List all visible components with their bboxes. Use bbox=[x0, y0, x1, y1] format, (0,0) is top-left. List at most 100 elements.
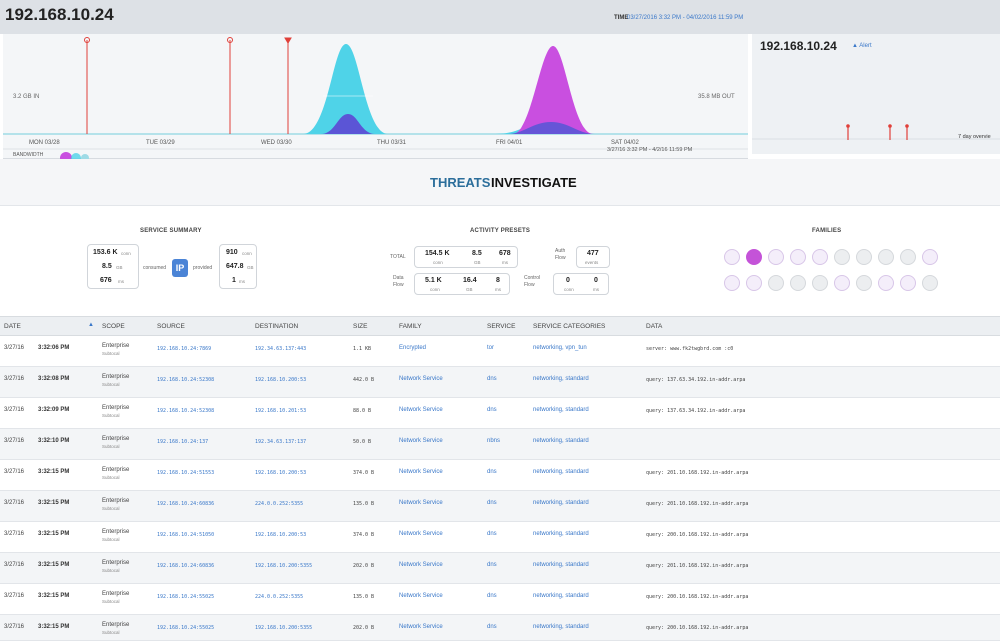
family-icon-selected[interactable] bbox=[746, 249, 762, 265]
cell-service[interactable]: dns bbox=[487, 500, 497, 506]
family-icon[interactable] bbox=[768, 275, 784, 291]
cell-service[interactable]: dns bbox=[487, 562, 497, 568]
cell-source[interactable]: 192.168.10.24:52308 bbox=[157, 377, 215, 383]
cell-family[interactable]: Network Service bbox=[399, 407, 443, 413]
column-header-size[interactable]: SIZE bbox=[353, 323, 368, 330]
family-icon[interactable] bbox=[900, 249, 916, 265]
cell-service[interactable]: dns bbox=[487, 407, 497, 413]
cell-categories[interactable]: networking, standard bbox=[533, 438, 589, 444]
cell-family[interactable]: Network Service bbox=[399, 624, 443, 630]
cell-family[interactable]: Encrypted bbox=[399, 345, 427, 351]
cell-source[interactable]: 192.168.10.24:55025 bbox=[157, 625, 215, 631]
cell-destination[interactable]: 224.0.0.252:5355 bbox=[255, 594, 304, 600]
cell-categories[interactable]: networking, standard bbox=[533, 407, 589, 413]
family-icon[interactable] bbox=[856, 249, 872, 265]
cell-categories[interactable]: networking, standard bbox=[533, 469, 589, 475]
table-row[interactable]: 3/27/16 3:32:15 PM Enterprise Subtocal 19… bbox=[0, 584, 1000, 615]
table-row[interactable]: 3/27/16 3:32:06 PM Enterprise Subtocal 19… bbox=[0, 336, 1000, 367]
family-icon[interactable] bbox=[812, 275, 828, 291]
cell-categories[interactable]: networking, standard bbox=[533, 593, 589, 599]
consumed-stats-box[interactable]: 153.6 K conn 8.5 GB 676 ms bbox=[87, 244, 139, 289]
family-icon[interactable] bbox=[900, 275, 916, 291]
table-row[interactable]: 3/27/16 3:32:15 PM Enterprise Subtocal 19… bbox=[0, 491, 1000, 522]
cell-categories[interactable]: networking, standard bbox=[533, 624, 589, 630]
family-icon[interactable] bbox=[856, 275, 872, 291]
table-row[interactable]: 3/27/16 3:32:10 PM Enterprise Subtocal 19… bbox=[0, 429, 1000, 460]
column-header-scope[interactable]: SCOPE bbox=[102, 323, 125, 330]
cell-destination[interactable]: 192.34.63.137:443 bbox=[255, 346, 307, 352]
column-header-destination[interactable]: DESTINATION bbox=[255, 323, 299, 330]
cell-source[interactable]: 192.168.10.24:137 bbox=[157, 439, 209, 445]
family-icon[interactable] bbox=[768, 249, 784, 265]
cell-destination[interactable]: 192.168.10.201:53 bbox=[255, 408, 307, 414]
cell-service[interactable]: nbns bbox=[487, 438, 501, 444]
cell-categories[interactable]: networking, standard bbox=[533, 531, 589, 537]
cell-service[interactable]: dns bbox=[487, 624, 497, 630]
cell-service[interactable]: dns bbox=[487, 376, 497, 382]
traffic-timeline[interactable]: 3.2 GB IN 35.8 MB OUT MON 03/28 TUE 03/2… bbox=[3, 34, 748, 159]
column-header-family[interactable]: FAMILY bbox=[399, 323, 422, 330]
cell-service[interactable]: dns bbox=[487, 593, 497, 599]
cell-categories[interactable]: networking, vpn_tun bbox=[533, 345, 587, 351]
cell-service[interactable]: dns bbox=[487, 469, 497, 475]
cell-source[interactable]: 192.168.10.24:60836 bbox=[157, 563, 215, 569]
cell-source[interactable]: 192.168.10.24:51553 bbox=[157, 470, 215, 476]
time-range-selector[interactable]: 03/27/2016 3:32 PM - 04/02/2016 11:59 PM bbox=[627, 15, 744, 21]
family-icon[interactable] bbox=[724, 249, 740, 265]
cell-family[interactable]: Network Service bbox=[399, 376, 443, 382]
family-icon[interactable] bbox=[724, 275, 740, 291]
cell-categories[interactable]: networking, standard bbox=[533, 376, 589, 382]
cell-categories[interactable]: networking, standard bbox=[533, 562, 589, 568]
table-row[interactable]: 3/27/16 3:32:08 PM Enterprise Subtocal 19… bbox=[0, 367, 1000, 398]
cell-source[interactable]: 192.168.10.24:55025 bbox=[157, 594, 215, 600]
table-row[interactable]: 3/27/16 3:32:15 PM Enterprise Subtocal 19… bbox=[0, 553, 1000, 584]
auth-flow-preset[interactable]: 477 events bbox=[576, 246, 610, 268]
cell-family[interactable]: Network Service bbox=[399, 531, 443, 537]
table-row[interactable]: 3/27/16 3:32:15 PM Enterprise Subtocal 19… bbox=[0, 460, 1000, 491]
family-icon[interactable] bbox=[746, 275, 762, 291]
column-header-service[interactable]: SERVICE bbox=[487, 323, 516, 330]
control-flow-preset[interactable]: 0 conn 0 ms bbox=[553, 273, 609, 295]
cell-destination[interactable]: 192.168.10.200:5355 bbox=[255, 563, 313, 569]
provided-stats-box[interactable]: 910 conn 647.8 GB 1 ms bbox=[219, 244, 257, 289]
cell-destination[interactable]: 192.168.10.200:53 bbox=[255, 470, 307, 476]
family-icon[interactable] bbox=[812, 249, 828, 265]
family-icon[interactable] bbox=[834, 275, 850, 291]
family-icon[interactable] bbox=[878, 249, 894, 265]
column-header-source[interactable]: SOURCE bbox=[157, 323, 185, 330]
cell-family[interactable]: Network Service bbox=[399, 562, 443, 568]
tab-investigate[interactable]: INVESTIGATE bbox=[491, 175, 577, 190]
cell-source[interactable]: 192.168.10.24:60836 bbox=[157, 501, 215, 507]
cell-family[interactable]: Network Service bbox=[399, 593, 443, 599]
family-icon[interactable] bbox=[790, 249, 806, 265]
cell-destination[interactable]: 192.168.10.200:5355 bbox=[255, 625, 313, 631]
cell-service[interactable]: dns bbox=[487, 531, 497, 537]
cell-destination[interactable]: 192.168.10.200:53 bbox=[255, 377, 307, 383]
family-icon[interactable] bbox=[922, 275, 938, 291]
family-icon[interactable] bbox=[790, 275, 806, 291]
family-icon[interactable] bbox=[834, 249, 850, 265]
cell-source[interactable]: 192.168.10.24:52308 bbox=[157, 408, 215, 414]
column-header-date[interactable]: DATE bbox=[4, 323, 21, 330]
column-header-data[interactable]: DATA bbox=[646, 323, 663, 330]
table-row[interactable]: 3/27/16 3:32:15 PM Enterprise Subtocal 19… bbox=[0, 522, 1000, 553]
cell-service[interactable]: tor bbox=[487, 345, 495, 351]
cell-destination[interactable]: 224.0.0.252:5355 bbox=[255, 501, 304, 507]
total-preset[interactable]: 154.5 K conn 8.5 GB 678 ms bbox=[414, 246, 518, 268]
cell-family[interactable]: Network Service bbox=[399, 500, 443, 506]
tab-threats[interactable]: THREATS bbox=[430, 175, 491, 190]
cell-source[interactable]: 192.168.10.24:7869 bbox=[157, 346, 212, 352]
alert-link[interactable]: ▲ Alert bbox=[852, 43, 872, 49]
column-header-service-categories[interactable]: SERVICE CATEGORIES bbox=[533, 323, 606, 330]
table-row[interactable]: 3/27/16 3:32:09 PM Enterprise Subtocal 19… bbox=[0, 398, 1000, 429]
cell-family[interactable]: Network Service bbox=[399, 438, 443, 444]
table-row[interactable]: 3/27/16 3:32:15 PM Enterprise Subtocal 19… bbox=[0, 615, 1000, 641]
cell-categories[interactable]: networking, standard bbox=[533, 500, 589, 506]
family-icon[interactable] bbox=[922, 249, 938, 265]
cell-destination[interactable]: 192.34.63.137:137 bbox=[255, 439, 307, 445]
sort-ascending-icon[interactable]: ▲ bbox=[88, 322, 94, 328]
family-icon[interactable] bbox=[878, 275, 894, 291]
cell-source[interactable]: 192.168.10.24:51050 bbox=[157, 532, 215, 538]
cell-destination[interactable]: 192.168.10.200:53 bbox=[255, 532, 307, 538]
cell-family[interactable]: Network Service bbox=[399, 469, 443, 475]
